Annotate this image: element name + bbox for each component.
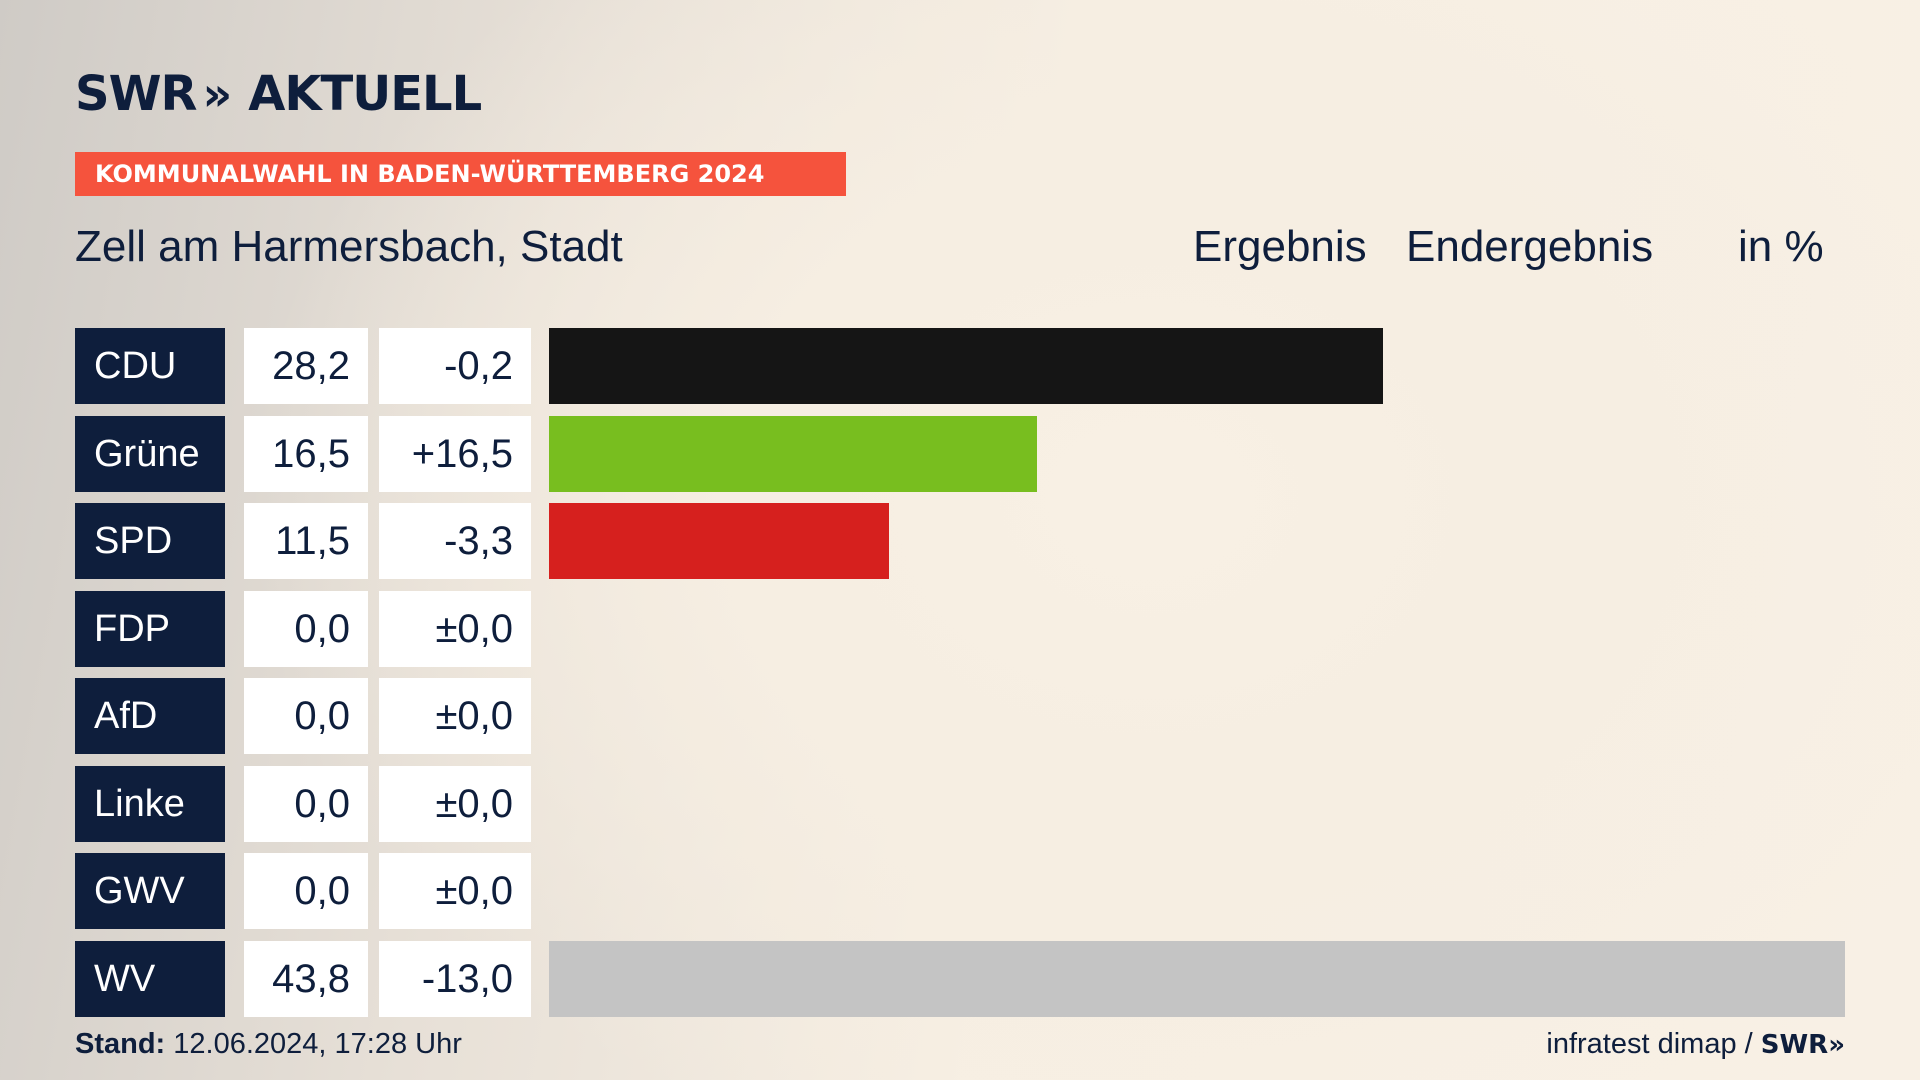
result-row: SPD 11,5 -3,3 <box>75 503 1845 579</box>
logo-swr: SWR <box>75 66 197 122</box>
result-value: 0,0 <box>244 853 368 929</box>
result-bar <box>549 415 1038 492</box>
change-value: ±0,0 <box>379 678 531 754</box>
result-value: 11,5 <box>244 503 368 579</box>
party-label: Linke <box>75 765 225 842</box>
swr-aktuell-logo: SWR » AKTUELL <box>75 66 482 122</box>
change-value: ±0,0 <box>379 853 531 929</box>
party-label: CDU <box>75 328 225 404</box>
party-label: Grüne <box>75 415 225 492</box>
source-brand: SWR» <box>1760 1030 1845 1060</box>
stand-label: Stand: <box>75 1028 166 1060</box>
party-label: WV <box>75 940 225 1017</box>
party-label: AfD <box>75 678 225 754</box>
change-value: +16,5 <box>379 415 531 492</box>
result-value: 43,8 <box>244 940 368 1017</box>
logo-aktuell: AKTUELL <box>248 66 482 122</box>
place-title: Zell am Harmersbach, Stadt <box>75 222 623 271</box>
result-value: 0,0 <box>244 590 368 667</box>
change-value: ±0,0 <box>379 765 531 842</box>
result-bar <box>549 940 1845 1017</box>
timestamp: Stand: 12.06.2024, 17:28 Uhr <box>75 1028 462 1061</box>
change-value: -0,2 <box>379 328 531 404</box>
result-row: Grüne 16,5 +16,5 <box>75 415 1845 492</box>
party-label: FDP <box>75 590 225 667</box>
result-value: 0,0 <box>244 765 368 842</box>
party-label: SPD <box>75 503 225 579</box>
header-ergebnis: Ergebnis <box>1193 222 1367 271</box>
stand-value: 12.06.2024, 17:28 Uhr <box>173 1028 462 1060</box>
result-row: AfD 0,0 ±0,0 <box>75 678 1845 754</box>
logo-chevron-icon: » <box>202 67 232 121</box>
result-bar <box>549 328 1384 404</box>
result-row: GWV 0,0 ±0,0 <box>75 853 1845 929</box>
header-endergebnis: Endergebnis <box>1406 222 1654 271</box>
result-bar <box>549 503 890 579</box>
result-row: WV 43,8 -13,0 <box>75 940 1845 1017</box>
header-unit: in % <box>1738 222 1824 271</box>
source-text: infratest dimap / <box>1546 1028 1753 1060</box>
result-row: Linke 0,0 ±0,0 <box>75 765 1845 842</box>
change-value: ±0,0 <box>379 590 531 667</box>
source: infratest dimap / SWR» <box>1546 1028 1845 1061</box>
change-value: -3,3 <box>379 503 531 579</box>
party-label: GWV <box>75 853 225 929</box>
result-row: CDU 28,2 -0,2 <box>75 328 1845 404</box>
result-row: FDP 0,0 ±0,0 <box>75 590 1845 667</box>
result-value: 16,5 <box>244 415 368 492</box>
result-value: 28,2 <box>244 328 368 404</box>
election-banner: KOMMUNALWAHL IN BADEN-WÜRTTEMBERG 2024 <box>75 152 846 196</box>
result-value: 0,0 <box>244 678 368 754</box>
change-value: -13,0 <box>379 940 531 1017</box>
